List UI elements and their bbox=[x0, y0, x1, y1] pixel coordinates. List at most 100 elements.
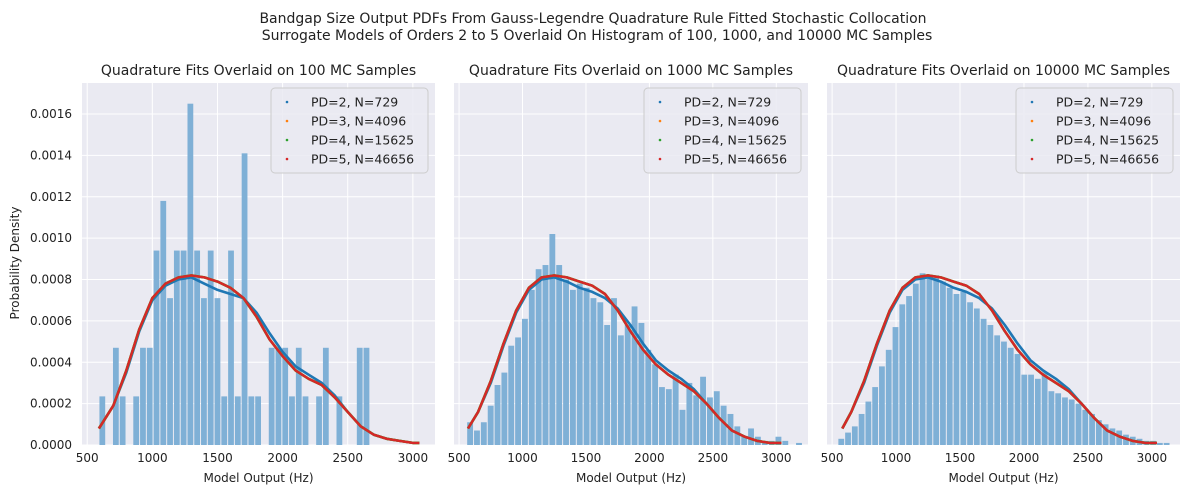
legend-marker-pd4 bbox=[285, 138, 289, 142]
legend-label-pd4: PD=4, N=15625 bbox=[1056, 133, 1159, 148]
histogram-bar bbox=[356, 347, 363, 445]
histogram-bar bbox=[336, 396, 343, 445]
x-tick-label: 500 bbox=[448, 451, 471, 465]
histogram-bar bbox=[322, 347, 329, 445]
histogram-bar bbox=[926, 277, 933, 445]
legend-marker-pd2 bbox=[1030, 100, 1034, 104]
histogram-bar bbox=[146, 347, 153, 445]
x-tick-label: 1000 bbox=[507, 451, 538, 465]
legend-box bbox=[1015, 87, 1174, 174]
histogram-bar bbox=[734, 426, 741, 445]
histogram-bar bbox=[906, 296, 912, 445]
histogram-bar bbox=[583, 287, 590, 445]
histogram-bar bbox=[865, 401, 872, 445]
histogram-bar bbox=[672, 374, 679, 445]
subplot-100-samples: 500 1000 1500 2000 2500 3000 Model Output (Hz)… bbox=[30, 63, 435, 485]
legend-marker-pd2 bbox=[658, 100, 662, 104]
histogram-bar bbox=[1102, 424, 1109, 445]
histogram-bar bbox=[796, 442, 802, 445]
histogram-bar bbox=[153, 250, 160, 445]
legend-box bbox=[270, 87, 429, 174]
histogram-bar bbox=[953, 293, 960, 445]
histogram-bar bbox=[960, 291, 967, 445]
histogram-bar bbox=[576, 283, 583, 445]
histogram-bar bbox=[542, 265, 549, 445]
histogram-bar bbox=[611, 298, 617, 445]
histogram-bar bbox=[933, 275, 940, 445]
subplot-10000-samples: 500 1000 1500 2000 2500 3000 Model Output (Hz)… bbox=[821, 63, 1180, 485]
histogram-bar bbox=[221, 396, 228, 445]
histogram-bar bbox=[1041, 372, 1048, 445]
x-tick-label: 2500 bbox=[1073, 451, 1104, 465]
histogram-bar bbox=[508, 345, 515, 445]
y-tick-label: 0.0000 bbox=[30, 438, 72, 452]
histogram-bar bbox=[1089, 413, 1095, 445]
histogram-bar bbox=[1068, 399, 1075, 445]
histogram-bar bbox=[994, 335, 1001, 445]
histogram-bar bbox=[987, 325, 994, 445]
x-tick-label: 2000 bbox=[267, 451, 298, 465]
x-tick-label: 2000 bbox=[634, 451, 665, 465]
histogram-bar bbox=[741, 436, 748, 445]
subplot-1000-samples: 500 1000 1500 2000 2500 3000 Model Output (Hz)… bbox=[448, 63, 808, 485]
histogram-bar bbox=[775, 436, 782, 445]
x-tick-label: 2500 bbox=[698, 451, 729, 465]
x-tick-label: 1500 bbox=[571, 451, 602, 465]
histogram-bar bbox=[194, 250, 201, 445]
x-axis-label: Model Output (Hz) bbox=[576, 471, 686, 485]
legend-label-pd3: PD=3, N=4096 bbox=[311, 114, 406, 129]
histogram-bar bbox=[1028, 374, 1034, 445]
histogram-bar bbox=[140, 347, 146, 445]
histogram-bar bbox=[700, 376, 706, 445]
histogram-bar bbox=[302, 396, 309, 445]
histogram-bar bbox=[851, 426, 858, 445]
y-tick-label: 0.0002 bbox=[30, 397, 72, 411]
histogram-bar bbox=[201, 298, 207, 445]
histogram-bar bbox=[487, 405, 494, 445]
histogram-bar bbox=[967, 302, 973, 445]
subplot-title: Quadrature Fits Overlaid on 100 MC Sampl… bbox=[101, 63, 416, 79]
legend: PD=2, N=729 PD=3, N=4096 PD=4, N=15625 PD=5… bbox=[643, 87, 802, 174]
x-axis-label: Model Output (Hz) bbox=[203, 471, 313, 485]
legend-label-pd5: PD=5, N=46656 bbox=[1056, 152, 1159, 167]
histogram-bar bbox=[631, 306, 638, 445]
x-axis-label: Model Output (Hz) bbox=[948, 471, 1058, 485]
histogram-bar bbox=[946, 287, 953, 445]
legend-label-pd4: PD=4, N=15625 bbox=[311, 133, 414, 148]
histogram-bar bbox=[617, 335, 624, 445]
histogram-bar bbox=[214, 298, 221, 445]
histogram-bar bbox=[295, 347, 302, 445]
histogram-bar bbox=[645, 349, 652, 445]
series-curve-pd5 bbox=[841, 274, 1157, 445]
histogram-bar bbox=[363, 347, 370, 445]
legend-marker-pd3 bbox=[285, 119, 289, 123]
histogram-bar bbox=[597, 302, 604, 445]
histogram-bar bbox=[919, 273, 926, 445]
histogram-bar bbox=[282, 347, 289, 445]
histogram-bar bbox=[480, 422, 487, 445]
histogram-bar bbox=[1109, 428, 1116, 445]
histogram-bar bbox=[604, 325, 611, 445]
x-tick-label: 1000 bbox=[137, 451, 168, 465]
histogram-bar bbox=[133, 396, 140, 445]
x-tick-label: 1000 bbox=[881, 451, 912, 465]
histogram-bar bbox=[248, 396, 255, 445]
histogram-bar bbox=[940, 281, 946, 445]
subplot-title: Quadrature Fits Overlaid on 1000 MC Samp… bbox=[469, 63, 793, 79]
histogram-bar bbox=[1021, 374, 1028, 445]
histogram-bar bbox=[872, 387, 879, 445]
y-tick-label: 0.0010 bbox=[30, 231, 72, 245]
x-tick-label: 2500 bbox=[332, 451, 363, 465]
histogram-bar bbox=[556, 265, 563, 445]
histogram-bar bbox=[522, 318, 528, 445]
histogram-bar bbox=[1156, 442, 1163, 445]
x-tick-label: 500 bbox=[821, 451, 844, 465]
histogram-bar bbox=[652, 364, 659, 445]
histogram-bar bbox=[1034, 378, 1041, 445]
histogram-bar bbox=[659, 387, 665, 445]
histogram-bar bbox=[234, 396, 241, 445]
legend-label-pd4: PD=4, N=15625 bbox=[684, 133, 787, 148]
histogram-bar bbox=[638, 322, 645, 445]
histogram-bar bbox=[1048, 391, 1055, 445]
